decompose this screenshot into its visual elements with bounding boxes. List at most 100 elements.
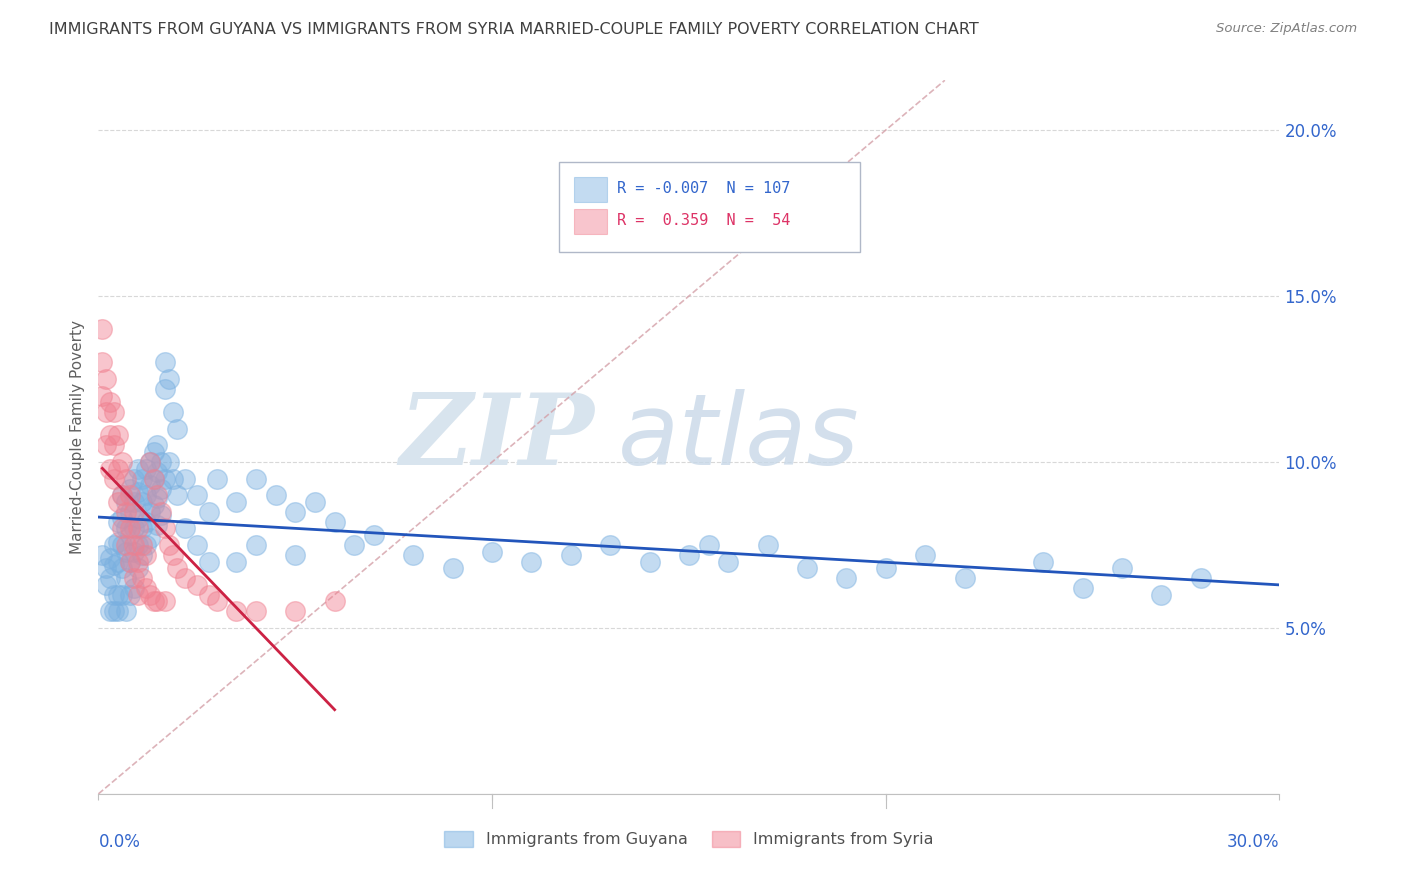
Point bbox=[111, 488, 134, 502]
Point bbox=[127, 588, 149, 602]
Point bbox=[118, 505, 141, 519]
Point bbox=[162, 548, 184, 562]
Point bbox=[122, 521, 145, 535]
Point bbox=[1032, 555, 1054, 569]
Point bbox=[717, 555, 740, 569]
Point bbox=[91, 388, 114, 402]
Point bbox=[205, 472, 228, 486]
Point bbox=[96, 578, 118, 592]
Point bbox=[127, 521, 149, 535]
Point bbox=[96, 438, 118, 452]
Point bbox=[197, 505, 219, 519]
Point bbox=[127, 538, 149, 552]
Point bbox=[142, 472, 165, 486]
Point bbox=[115, 521, 138, 535]
Point bbox=[131, 548, 153, 562]
Point bbox=[138, 478, 160, 492]
Point bbox=[115, 544, 138, 558]
Point bbox=[155, 521, 177, 535]
Point bbox=[115, 472, 138, 486]
Point bbox=[343, 538, 366, 552]
Point bbox=[155, 472, 177, 486]
Point bbox=[225, 604, 247, 618]
Point bbox=[103, 558, 125, 572]
Point bbox=[115, 495, 138, 509]
Point bbox=[638, 555, 661, 569]
Point bbox=[103, 438, 125, 452]
Point bbox=[111, 455, 134, 469]
Text: atlas: atlas bbox=[619, 389, 859, 485]
Point bbox=[146, 438, 169, 452]
Point bbox=[111, 511, 134, 525]
Point bbox=[122, 544, 145, 558]
Point bbox=[150, 482, 173, 496]
Point bbox=[107, 461, 129, 475]
Point bbox=[146, 488, 169, 502]
FancyBboxPatch shape bbox=[575, 177, 607, 202]
Point bbox=[118, 555, 141, 569]
Point bbox=[135, 461, 157, 475]
Point bbox=[205, 594, 228, 608]
Point bbox=[402, 548, 425, 562]
Point bbox=[441, 561, 464, 575]
Point bbox=[127, 484, 149, 499]
Point bbox=[146, 594, 169, 608]
Point bbox=[174, 521, 197, 535]
Point bbox=[98, 571, 121, 585]
Point bbox=[304, 495, 326, 509]
Point bbox=[1189, 571, 1212, 585]
Point bbox=[186, 538, 208, 552]
Point bbox=[157, 455, 180, 469]
Point bbox=[96, 405, 118, 419]
Point bbox=[166, 422, 188, 436]
Point bbox=[284, 505, 307, 519]
Point bbox=[91, 548, 114, 562]
Point bbox=[162, 405, 184, 419]
Point bbox=[96, 561, 118, 575]
Point bbox=[118, 528, 141, 542]
Point bbox=[131, 495, 153, 509]
Point bbox=[135, 488, 157, 502]
Point bbox=[96, 372, 118, 386]
Point bbox=[131, 571, 153, 585]
Point bbox=[363, 528, 385, 542]
Point bbox=[107, 428, 129, 442]
Point bbox=[756, 538, 779, 552]
Point bbox=[155, 382, 177, 396]
Point bbox=[91, 355, 114, 369]
Point bbox=[186, 578, 208, 592]
Point bbox=[678, 548, 700, 562]
Point bbox=[162, 472, 184, 486]
Point bbox=[914, 548, 936, 562]
Point bbox=[103, 604, 125, 618]
Point bbox=[146, 465, 169, 479]
Point bbox=[107, 534, 129, 549]
Point bbox=[1071, 581, 1094, 595]
Point bbox=[560, 548, 582, 562]
Point bbox=[91, 322, 114, 336]
Point bbox=[118, 555, 141, 569]
Point bbox=[323, 515, 346, 529]
Point bbox=[127, 511, 149, 525]
Point bbox=[138, 531, 160, 545]
Point bbox=[520, 555, 543, 569]
Point bbox=[264, 488, 287, 502]
Point bbox=[115, 571, 138, 585]
Point bbox=[146, 518, 169, 533]
Point bbox=[166, 561, 188, 575]
Point bbox=[127, 555, 149, 569]
Point bbox=[174, 472, 197, 486]
Point bbox=[150, 508, 173, 522]
Point bbox=[98, 428, 121, 442]
Point bbox=[122, 571, 145, 585]
Point bbox=[131, 521, 153, 535]
Point bbox=[796, 561, 818, 575]
Point bbox=[174, 571, 197, 585]
Point bbox=[103, 472, 125, 486]
Point bbox=[103, 588, 125, 602]
Point bbox=[1111, 561, 1133, 575]
Point bbox=[197, 555, 219, 569]
Point bbox=[118, 488, 141, 502]
Point bbox=[127, 561, 149, 575]
Point bbox=[98, 395, 121, 409]
